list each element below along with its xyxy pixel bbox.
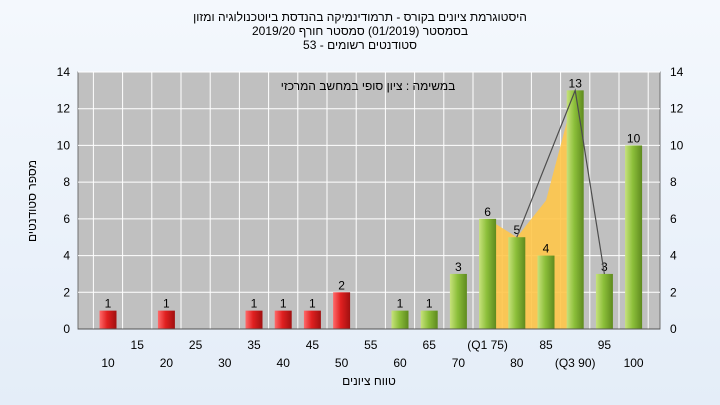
bar-value-label: 3 xyxy=(601,260,608,274)
x-tick-label-row2: 70 xyxy=(452,356,466,370)
histogram-bar xyxy=(537,255,555,329)
y-tick-label-left: 6 xyxy=(63,212,70,226)
y-tick-label-right: 0 xyxy=(670,322,677,336)
y-tick-label-right: 12 xyxy=(670,102,684,116)
x-tick-label-row2: 50 xyxy=(335,356,349,370)
bar-value-label: 1 xyxy=(163,297,170,311)
histogram-bar xyxy=(157,310,175,329)
histogram-bar xyxy=(479,218,497,329)
bar-value-label: 2 xyxy=(338,278,345,292)
x-tick-label-row1: 55 xyxy=(364,338,378,352)
histogram-bar xyxy=(625,145,643,329)
chart-subtitle-students: סטודנטים רשומים - 53 xyxy=(303,38,417,52)
y-tick-label-right: 8 xyxy=(670,175,677,189)
bar-value-label: 13 xyxy=(569,76,583,90)
x-tick-label-row1: 45 xyxy=(306,338,320,352)
y-tick-label-right: 14 xyxy=(670,65,684,79)
bar-value-label: 1 xyxy=(251,297,258,311)
chart-title: היסטוגרמת ציונים בקורס - תרמודינמיקה בהנ… xyxy=(193,10,527,24)
y-tick-label-left: 10 xyxy=(57,138,71,152)
y-tick-label-right: 6 xyxy=(670,212,677,226)
bar-value-label: 4 xyxy=(543,242,550,256)
histogram-bar xyxy=(449,273,467,329)
histogram-bar xyxy=(303,310,321,329)
bar-value-label: 1 xyxy=(280,297,287,311)
bar-value-label: 3 xyxy=(455,260,462,274)
x-tick-label-row2: 20 xyxy=(160,356,174,370)
x-tick-label-row1: 95 xyxy=(598,338,612,352)
bar-value-label: 5 xyxy=(513,223,520,237)
chart-title-block: היסטוגרמת ציונים בקורס - תרמודינמיקה בהנ… xyxy=(0,10,720,52)
y-tick-label-left: 0 xyxy=(63,322,70,336)
histogram-bar xyxy=(508,237,526,329)
x-tick-label-row2: 80 xyxy=(510,356,524,370)
histogram-bar xyxy=(566,90,584,329)
y-tick-label-left: 14 xyxy=(57,65,71,79)
bar-value-label: 6 xyxy=(484,205,491,219)
x-tick-label-row1: 85 xyxy=(539,338,553,352)
chart-subtitle-semester: בסמסטר (01/2019) סמסטר חורף 2019/20 xyxy=(251,24,469,38)
histogram-bar xyxy=(420,310,438,329)
histogram-bar xyxy=(274,310,292,329)
histogram-bar xyxy=(99,310,117,329)
y-tick-label-left: 4 xyxy=(63,249,70,263)
y-tick-label-left: 2 xyxy=(63,285,70,299)
bar-value-label: 10 xyxy=(627,131,641,145)
x-tick-label-row2: 30 xyxy=(218,356,232,370)
histogram-bar xyxy=(391,310,409,329)
y-tick-label-right: 4 xyxy=(670,249,677,263)
y-tick-label-right: 10 xyxy=(670,138,684,152)
task-label: במשימה : ציון סופי במחשב המרכזי xyxy=(281,79,456,93)
x-tick-label-row1: 15 xyxy=(131,338,145,352)
bar-value-label: 1 xyxy=(397,297,404,311)
x-tick-label-row1: (Q1 75) xyxy=(467,338,508,352)
histogram-bar xyxy=(333,292,351,329)
x-tick-label-row2: 60 xyxy=(393,356,407,370)
y-tick-label-left: 12 xyxy=(57,102,71,116)
x-tick-label-row1: 25 xyxy=(189,338,203,352)
histogram-bar xyxy=(245,310,263,329)
x-axis-title: טווח ציונים xyxy=(342,374,396,388)
histogram-bar xyxy=(595,273,613,329)
bar-value-label: 1 xyxy=(309,297,316,311)
bar-value-label: 1 xyxy=(105,297,112,311)
y-axis-title: מספר סטודנטים xyxy=(25,160,39,242)
x-tick-label-row1: 65 xyxy=(423,338,437,352)
y-tick-label-left: 8 xyxy=(63,175,70,189)
x-tick-label-row1: 35 xyxy=(247,338,261,352)
x-tick-label-row2: 10 xyxy=(101,356,115,370)
x-tick-label-row2: (Q3 90) xyxy=(555,356,596,370)
x-tick-label-row2: 40 xyxy=(277,356,291,370)
bar-value-label: 1 xyxy=(426,297,433,311)
y-tick-label-right: 2 xyxy=(670,285,677,299)
median-line xyxy=(516,88,605,275)
x-tick-label-row2: 100 xyxy=(624,356,644,370)
